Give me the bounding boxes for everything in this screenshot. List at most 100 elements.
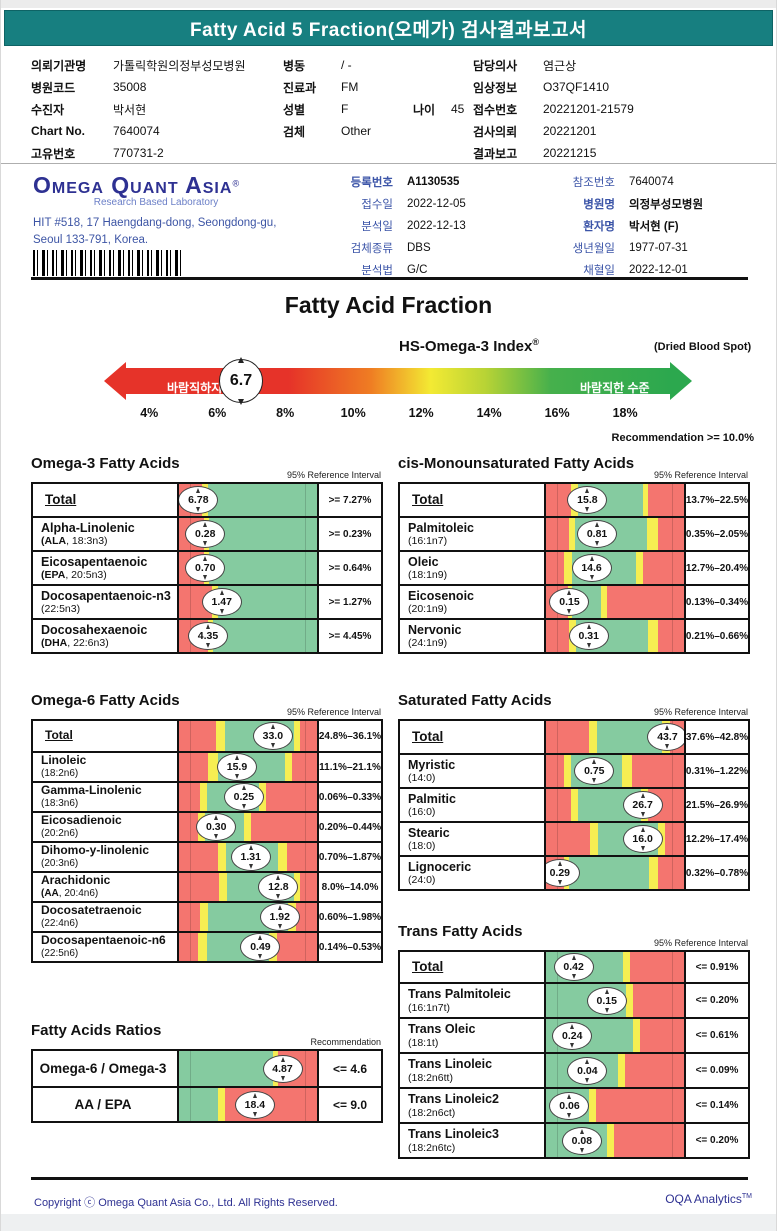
bar-segment xyxy=(590,823,599,855)
fatty-acid-name-cell: Trans Linoleic (18:2n6tt) xyxy=(400,1054,546,1087)
reference-interval-value: 21.5%–26.9% xyxy=(684,789,748,821)
fatty-acid-name-cell: Trans Linoleic3 (18:2n6tc) xyxy=(400,1124,546,1157)
table-grid: Total 33.0 24.8%–36.1% Linoleic (18:2n6) 15.9… xyxy=(31,719,383,963)
table-grid: Total 43.7 37.6%–42.8% Myristic (14:0) 0.75 0.… xyxy=(398,719,750,891)
reference-interval-value: >= 0.23% xyxy=(317,518,381,550)
table-row: Gamma-Linolenic (18:3n6) 0.25 0.06%–0.33% xyxy=(33,781,381,811)
lab-logo-name: Omega Quant Asia xyxy=(33,172,233,198)
reference-interval-value: 12.2%–17.4% xyxy=(684,823,748,855)
bar-tick xyxy=(557,789,559,821)
field-value: 7640074 xyxy=(629,176,674,188)
fatty-acid-name: Eicosenoic xyxy=(408,588,474,603)
fatty-acid-name-cell: Gamma-Linolenic (18:3n6) xyxy=(33,783,179,811)
table-row: Arachidonic (AA, 20:4n6) 12.8 8.0%–14.0% xyxy=(33,871,381,901)
patient-info-middle: 병동 / - 진료과 FM 성별 F 나이 45 검체 Other xyxy=(283,54,464,142)
bar-tick xyxy=(557,1124,559,1157)
bar-segment xyxy=(179,843,218,871)
lab-fields-right: 참조번호 7640074 병원명 의정부성모병원 환자명 박서현 (F) 생년월일 1977-… xyxy=(541,171,703,281)
bar-segment xyxy=(219,873,228,901)
fatty-acid-code: (16:1n7t) xyxy=(408,1001,451,1014)
reference-interval-value: 0.06%–0.33% xyxy=(317,783,381,811)
gauge-tick-label: 14% xyxy=(476,406,502,420)
omega3-index-gauge: 바람직하지 바람직한 수준 6.7 4% 6% 8% 10% 12% 14% 16% 18% xyxy=(104,359,692,420)
bar-segment xyxy=(657,518,684,550)
field-value: 20221201 xyxy=(543,124,597,138)
table-row: Docosapentaenoic-n3 (22:5n3) 1.47 >= 1.27% xyxy=(33,584,381,618)
bar-tick xyxy=(190,1051,192,1086)
reference-range-bar: 43.7 xyxy=(546,721,684,753)
bar-segment xyxy=(657,620,684,652)
table-row: Eicosenoic (20:1n9) 0.15 0.13%–0.34% xyxy=(400,584,748,618)
fatty-acid-name: Docosapentaenoic-n3 xyxy=(41,588,171,603)
value-marker: 1.31 xyxy=(230,843,271,871)
fatty-acid-name: AA / EPA xyxy=(74,1096,132,1112)
lab-info-row: 병원명 의정부성모병원 xyxy=(541,193,703,215)
reference-range-bar: 0.25 xyxy=(179,783,317,811)
bar-tick xyxy=(557,518,559,550)
value-marker: 0.15 xyxy=(549,588,590,616)
value-marker: 33.0 xyxy=(252,722,293,750)
lab-logo-subtitle: Research Based Laboratory xyxy=(93,197,219,208)
page-top-strip xyxy=(1,0,776,8)
value-marker: 12.8 xyxy=(258,873,299,901)
fatty-acid-name-cell: Stearic (18:0) xyxy=(400,823,546,855)
fatty-acid-name: Omega-6 / Omega-3 xyxy=(39,1060,167,1076)
gauge-right-arrow xyxy=(670,362,692,400)
bar-segment xyxy=(648,620,658,652)
field-value: 2022-12-05 xyxy=(407,198,466,210)
fatty-acid-code: (22:5n3) xyxy=(41,603,81,616)
table-title: Omega-3 Fatty Acids xyxy=(31,455,180,472)
bar-segment xyxy=(563,755,571,787)
table-row: Docosahexaenoic (DHA, 22:6n3) 4.35 >= 4.45% xyxy=(33,618,381,652)
value-marker: 0.75 xyxy=(574,757,615,785)
fatty-acid-name-cell: Alpha-Linolenic (ALA, 18:3n3) xyxy=(33,518,179,550)
bar-tick xyxy=(190,843,192,871)
reference-interval-value: 0.13%–0.34% xyxy=(684,586,748,618)
field-label: 검사의뢰 xyxy=(473,124,518,139)
patient-info-row: 임상정보 O37QF1410 xyxy=(473,76,634,98)
reference-range-bar: 0.15 xyxy=(546,586,684,618)
bar-tick xyxy=(671,586,673,618)
fatty-acid-name: Total xyxy=(45,492,77,508)
table-title: Fatty Acids Ratios xyxy=(31,1022,162,1039)
field-value: O37QF1410 xyxy=(543,80,610,94)
result-table: Saturated Fatty Acids 95% Reference Inter… xyxy=(398,692,750,891)
fatty-acid-name: Eicosapentaenoic xyxy=(41,554,148,569)
fatty-acid-code: (20:1n9) xyxy=(408,603,448,616)
bar-segment xyxy=(617,1054,625,1087)
bar-segment xyxy=(546,620,570,652)
table-title: Trans Fatty Acids xyxy=(398,923,523,940)
bar-tick xyxy=(671,1124,673,1157)
table-row: Eicosapentaenoic (EPA, 20:5n3) 0.70 >= 0.64… xyxy=(33,550,381,584)
reference-range-bar: 33.0 xyxy=(179,721,317,751)
reference-interval-value: 8.0%–14.0% xyxy=(317,873,381,901)
fatty-acid-name: Myristic xyxy=(408,757,456,772)
field-value: / - xyxy=(341,58,352,72)
reference-interval-value: 24.8%–36.1% xyxy=(317,721,381,751)
fatty-acid-code: (20:3n6) xyxy=(41,858,79,870)
bar-segment xyxy=(606,586,684,618)
bar-tick xyxy=(671,518,673,550)
field-value: Other xyxy=(341,124,372,138)
patient-info-right: 담당의사 염근상 임상정보 O37QF1410 접수번호 20221201-21579 검사… xyxy=(473,54,634,164)
reference-range-bar: 0.06 xyxy=(546,1089,684,1122)
field-value: 770731-2 xyxy=(113,146,164,160)
recommendation-note: Recommendation >= 10.0% xyxy=(611,432,754,444)
fatty-acid-code: (18:2n6ct) xyxy=(408,1106,456,1119)
bar-segment xyxy=(546,823,591,855)
gauge-right-label: 바람직한 수준 xyxy=(580,381,650,395)
lab-info-row: 생년월일 1977-07-31 xyxy=(541,237,703,259)
bar-tick xyxy=(671,857,673,889)
bar-segment xyxy=(632,984,684,1017)
bar-tick xyxy=(304,484,306,516)
table-row: Eicosadienoic (20:2n6) 0.30 0.20%–0.44% xyxy=(33,811,381,841)
reference-range-bar: 15.9 xyxy=(179,753,317,781)
fatty-acid-name: Trans Linoleic xyxy=(408,1057,493,1072)
bar-tick xyxy=(671,755,673,787)
table-row: Omega-6 / Omega-3 4.87 <= 4.6 xyxy=(33,1051,381,1086)
table-row: Dihomo-y-linolenic (20:3n6) 1.31 0.70%–1.87… xyxy=(33,841,381,871)
value-marker: 0.70 xyxy=(185,554,226,582)
bar-segment xyxy=(179,753,208,781)
table-title: cis-Monounsaturated Fatty Acids xyxy=(398,455,635,472)
patient-info-row: 접수번호 20221201-21579 xyxy=(473,98,634,120)
